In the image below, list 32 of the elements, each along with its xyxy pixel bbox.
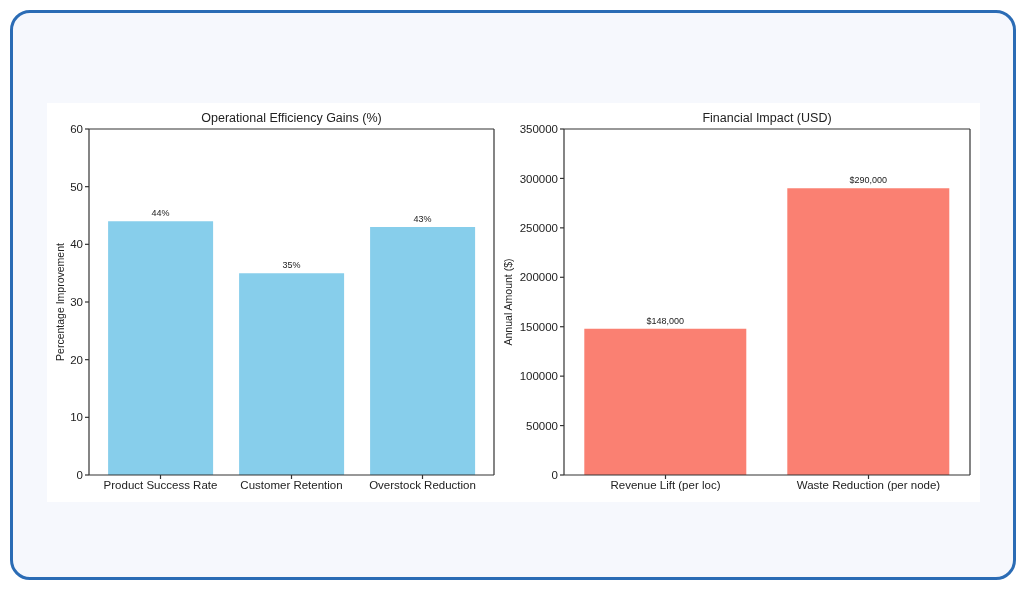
y-tick-label: 50000 bbox=[526, 419, 558, 432]
y-tick-label: 150000 bbox=[519, 320, 558, 333]
y-tick-label: 100000 bbox=[519, 370, 558, 383]
chart-title: Operational Efficiency Gains (%) bbox=[200, 110, 383, 126]
y-tick-label: 0 bbox=[76, 469, 83, 482]
y-tick-label: 50 bbox=[70, 180, 83, 193]
data-label: $148,000 bbox=[646, 315, 685, 326]
y-tick-label: 30 bbox=[70, 296, 83, 309]
y-tick-label: 350000 bbox=[519, 123, 558, 136]
bar bbox=[108, 221, 214, 475]
bar bbox=[239, 273, 345, 475]
y-tick-label: 0 bbox=[551, 469, 558, 482]
x-tick-label: Waste Reduction (per node) bbox=[796, 479, 941, 492]
y-axis-title: Annual Amount ($) bbox=[502, 258, 514, 346]
y-tick-label: 250000 bbox=[519, 221, 558, 234]
y-tick-label: 200000 bbox=[519, 271, 558, 284]
x-tick-label: Product Success Rate bbox=[103, 479, 218, 492]
data-label: $290,000 bbox=[849, 175, 888, 186]
y-tick-label: 40 bbox=[70, 238, 83, 251]
data-label: 35% bbox=[282, 260, 301, 271]
bar bbox=[370, 227, 476, 475]
y-tick-label: 300000 bbox=[519, 172, 558, 185]
y-axis-title: Percentage Improvement bbox=[54, 243, 66, 361]
x-tick-label: Revenue Lift (per loc) bbox=[610, 479, 721, 492]
data-label: 43% bbox=[413, 214, 432, 225]
chart-title: Financial Impact (USD) bbox=[701, 110, 833, 126]
y-tick-label: 20 bbox=[70, 353, 83, 366]
data-label: 44% bbox=[151, 208, 170, 219]
x-tick-label: Overstock Reduction bbox=[369, 479, 476, 492]
x-tick-label: Customer Retention bbox=[240, 479, 343, 492]
y-tick-label: 60 bbox=[70, 123, 83, 136]
y-tick-label: 10 bbox=[70, 411, 83, 424]
